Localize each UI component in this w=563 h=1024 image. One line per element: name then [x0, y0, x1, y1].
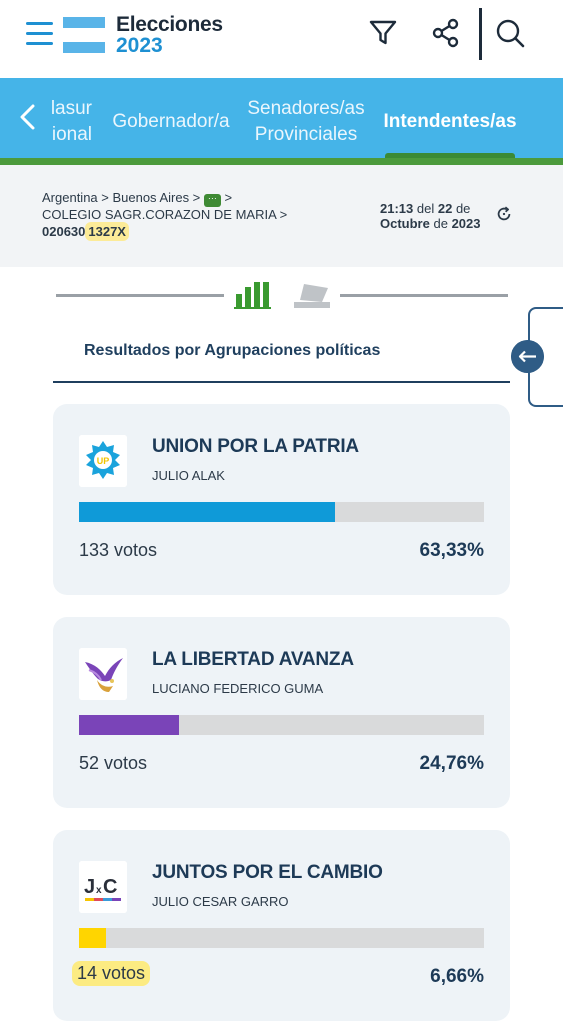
- tabs-bottom-stripe: [0, 158, 563, 165]
- section-underline: [53, 381, 510, 383]
- party-name: LA LIBERTAD AVANZA: [152, 649, 354, 670]
- svg-text:C: C: [103, 876, 117, 898]
- svg-text:x: x: [96, 885, 102, 896]
- breadcrumb-path[interactable]: Argentina > Buenos Aires >: [42, 190, 201, 205]
- share-icon[interactable]: [431, 18, 461, 48]
- result-card: LA LIBERTAD AVANZA LUCIANO FEDERICO GUMA…: [53, 617, 510, 808]
- timestamp-month: Octubre: [380, 216, 430, 231]
- timestamp-day: 22: [437, 201, 453, 216]
- bar-chart-view-icon[interactable]: [233, 278, 273, 310]
- collapse-arrow-icon[interactable]: [511, 340, 544, 373]
- brand-year: 2023: [116, 34, 163, 57]
- result-card: J x C JUNTOS POR EL CAMBIO JULIO CESAR G…: [53, 830, 510, 1021]
- breadcrumb: Argentina > Buenos Aires > ··· >: [42, 190, 232, 207]
- candidate-name: JULIO ALAK: [152, 468, 225, 483]
- view-switch-line-right: [340, 294, 508, 297]
- breadcrumb-ellipsis-button[interactable]: ···: [203, 194, 221, 207]
- header-divider: [479, 8, 482, 60]
- refresh-icon[interactable]: [495, 205, 513, 223]
- breadcrumb-area: Argentina > Buenos Aires > ··· > COLEGIO…: [0, 165, 563, 267]
- tab-partial[interactable]: lasur ional: [46, 96, 92, 148]
- ballot-box-view-icon[interactable]: [292, 282, 332, 310]
- app-header: Elecciones 2023: [0, 0, 563, 78]
- tab-senadores-line2: Provinciales: [254, 124, 358, 145]
- breadcrumb-school[interactable]: COLEGIO SAGR.CORAZON DE MARIA >: [42, 207, 288, 222]
- tab-senadores-line1: Senadores/as: [247, 98, 365, 119]
- result-card: UP UNION POR LA PATRIA JULIO ALAK 133 vo…: [53, 404, 510, 595]
- vote-count: 133 votos: [79, 540, 158, 560]
- vote-share-bar: [79, 715, 484, 735]
- active-tab-indicator: [385, 153, 515, 158]
- mesa-id: 020630 1327X: [42, 222, 129, 241]
- timestamp-de1: de: [455, 201, 471, 216]
- la-libertad-avanza-logo: [79, 648, 127, 700]
- party-name: JUNTOS POR EL CAMBIO: [152, 862, 383, 883]
- mesa-id-prefix: 020630: [42, 224, 86, 239]
- timestamp-time: 21:13: [380, 201, 414, 216]
- vote-percent: 24,76%: [419, 753, 484, 774]
- argentina-flag-logo: [63, 17, 105, 53]
- update-timestamp: 21:13 del 22 de Octubre de 2023: [380, 201, 480, 231]
- tab-partial-line2: ional: [51, 124, 92, 145]
- candidate-name: JULIO CESAR GARRO: [152, 894, 289, 909]
- candidate-name: LUCIANO FEDERICO GUMA: [152, 681, 324, 696]
- vote-share-fill: [79, 502, 335, 522]
- tab-gobernador[interactable]: Gobernador/a: [112, 111, 230, 132]
- section-title: Resultados por Agrupaciones políticas: [84, 342, 381, 359]
- vote-share-bar: [79, 928, 484, 948]
- view-switch-line-left: [56, 294, 224, 297]
- vote-share-fill: [79, 928, 106, 948]
- vote-count: 52 votos: [79, 753, 148, 773]
- tab-senadores-provinciales[interactable]: Senadores/as Provinciales: [244, 96, 368, 148]
- breadcrumb-separator: >: [224, 190, 233, 205]
- party-name: UNION POR LA PATRIA: [152, 436, 359, 457]
- vote-percent: 6,66%: [430, 966, 484, 987]
- timestamp-del: del: [416, 201, 435, 216]
- union-por-la-patria-logo: UP: [79, 435, 127, 487]
- vote-count: 14 votos: [72, 961, 151, 986]
- search-icon[interactable]: [495, 18, 525, 48]
- brand-title: Elecciones: [116, 13, 223, 36]
- tab-intendentes[interactable]: Intendentes/as: [383, 111, 517, 132]
- tabs-back-arrow-icon[interactable]: [14, 102, 44, 132]
- timestamp-de2: de: [433, 216, 448, 231]
- juntos-por-el-cambio-logo: J x C: [79, 861, 127, 913]
- svg-text:J: J: [84, 876, 95, 898]
- vote-percent: 63,33%: [419, 540, 484, 561]
- mesa-id-highlighted: 1327X: [85, 222, 129, 241]
- vote-share-bar: [79, 502, 484, 522]
- tab-partial-line1: lasur: [50, 98, 92, 119]
- timestamp-year: 2023: [451, 216, 481, 231]
- svg-text:UP: UP: [97, 456, 110, 466]
- vote-share-fill: [79, 715, 179, 735]
- menu-icon[interactable]: [26, 22, 54, 46]
- filter-icon[interactable]: [368, 18, 398, 48]
- category-tabs: lasur ional Gobernador/a Senadores/as Pr…: [0, 78, 563, 158]
